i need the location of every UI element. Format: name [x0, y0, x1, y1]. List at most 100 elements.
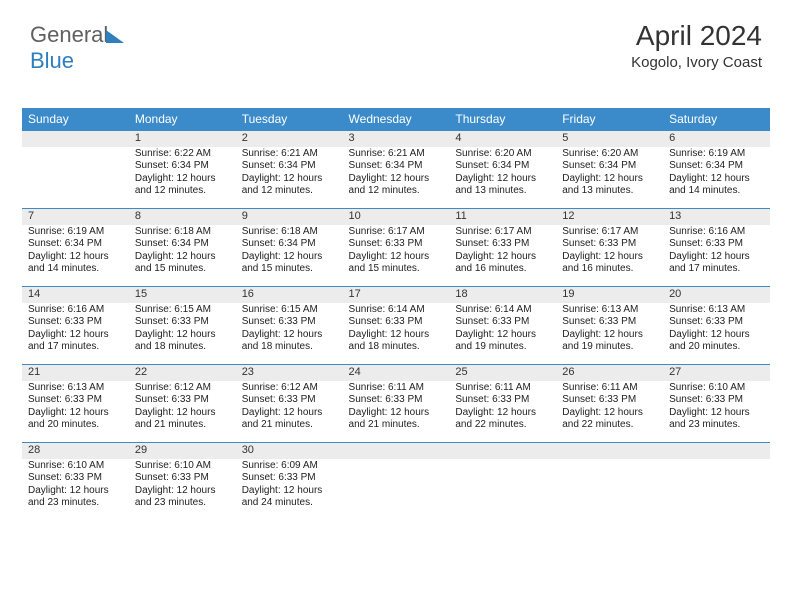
- sunrise-text: Sunrise: 6:11 AM: [349, 382, 444, 395]
- sunrise-text: Sunrise: 6:17 AM: [455, 226, 550, 239]
- daylight-text: Daylight: 12 hours: [242, 329, 337, 342]
- day-number: 6: [663, 131, 770, 147]
- day-number: 22: [129, 365, 236, 381]
- day-number: 29: [129, 443, 236, 459]
- calendar-cell: 17Sunrise: 6:14 AMSunset: 6:33 PMDayligh…: [343, 287, 450, 365]
- sunset-text: Sunset: 6:34 PM: [135, 160, 230, 173]
- daylight-text: and 24 minutes.: [242, 497, 337, 510]
- day-details: Sunrise: 6:10 AMSunset: 6:33 PMDaylight:…: [663, 381, 770, 434]
- sunrise-text: Sunrise: 6:14 AM: [455, 304, 550, 317]
- daylight-text: Daylight: 12 hours: [349, 173, 444, 186]
- day-number: 11: [449, 209, 556, 225]
- sunset-text: Sunset: 6:34 PM: [349, 160, 444, 173]
- calendar-week-row: 1Sunrise: 6:22 AMSunset: 6:34 PMDaylight…: [22, 131, 770, 209]
- calendar-cell: 5Sunrise: 6:20 AMSunset: 6:34 PMDaylight…: [556, 131, 663, 209]
- daylight-text: and 16 minutes.: [455, 263, 550, 276]
- daylight-text: and 18 minutes.: [135, 341, 230, 354]
- daylight-text: and 17 minutes.: [669, 263, 764, 276]
- daylight-text: Daylight: 12 hours: [135, 251, 230, 264]
- daylight-text: Daylight: 12 hours: [242, 407, 337, 420]
- page-title: April 2024: [631, 20, 762, 52]
- daylight-text: Daylight: 12 hours: [349, 251, 444, 264]
- daylight-text: and 20 minutes.: [28, 419, 123, 432]
- daylight-text: Daylight: 12 hours: [669, 173, 764, 186]
- day-number: 19: [556, 287, 663, 303]
- calendar-cell: 27Sunrise: 6:10 AMSunset: 6:33 PMDayligh…: [663, 365, 770, 443]
- day-number: 3: [343, 131, 450, 147]
- daylight-text: Daylight: 12 hours: [669, 251, 764, 264]
- day-number: 16: [236, 287, 343, 303]
- sunset-text: Sunset: 6:33 PM: [455, 394, 550, 407]
- empty-day: [449, 443, 556, 459]
- calendar-week-row: 7Sunrise: 6:19 AMSunset: 6:34 PMDaylight…: [22, 209, 770, 287]
- calendar-cell: 28Sunrise: 6:10 AMSunset: 6:33 PMDayligh…: [22, 443, 129, 521]
- sunrise-text: Sunrise: 6:14 AM: [349, 304, 444, 317]
- day-number: 15: [129, 287, 236, 303]
- sunset-text: Sunset: 6:33 PM: [28, 316, 123, 329]
- day-details: Sunrise: 6:14 AMSunset: 6:33 PMDaylight:…: [343, 303, 450, 356]
- sunset-text: Sunset: 6:34 PM: [135, 238, 230, 251]
- daylight-text: and 22 minutes.: [455, 419, 550, 432]
- daylight-text: Daylight: 12 hours: [455, 173, 550, 186]
- calendar-cell: [343, 443, 450, 521]
- day-details: Sunrise: 6:12 AMSunset: 6:33 PMDaylight:…: [129, 381, 236, 434]
- sunset-text: Sunset: 6:33 PM: [669, 394, 764, 407]
- sunset-text: Sunset: 6:33 PM: [28, 394, 123, 407]
- daylight-text: and 12 minutes.: [349, 185, 444, 198]
- day-details: Sunrise: 6:16 AMSunset: 6:33 PMDaylight:…: [22, 303, 129, 356]
- daylight-text: and 23 minutes.: [135, 497, 230, 510]
- daylight-text: and 18 minutes.: [242, 341, 337, 354]
- sunrise-text: Sunrise: 6:19 AM: [28, 226, 123, 239]
- calendar-cell: 1Sunrise: 6:22 AMSunset: 6:34 PMDaylight…: [129, 131, 236, 209]
- daylight-text: Daylight: 12 hours: [135, 173, 230, 186]
- sunrise-text: Sunrise: 6:16 AM: [669, 226, 764, 239]
- calendar-cell: 8Sunrise: 6:18 AMSunset: 6:34 PMDaylight…: [129, 209, 236, 287]
- sunset-text: Sunset: 6:34 PM: [28, 238, 123, 251]
- daylight-text: Daylight: 12 hours: [28, 329, 123, 342]
- calendar-week-row: 28Sunrise: 6:10 AMSunset: 6:33 PMDayligh…: [22, 443, 770, 521]
- daylight-text: and 14 minutes.: [28, 263, 123, 276]
- empty-day: [22, 131, 129, 147]
- sunset-text: Sunset: 6:33 PM: [349, 394, 444, 407]
- sunrise-text: Sunrise: 6:13 AM: [562, 304, 657, 317]
- day-number: 18: [449, 287, 556, 303]
- day-details: Sunrise: 6:10 AMSunset: 6:33 PMDaylight:…: [129, 459, 236, 512]
- logo-text-1: General: [30, 22, 108, 47]
- calendar-header-row: Sunday Monday Tuesday Wednesday Thursday…: [22, 108, 770, 131]
- daylight-text: and 23 minutes.: [669, 419, 764, 432]
- col-monday: Monday: [129, 108, 236, 131]
- sunset-text: Sunset: 6:33 PM: [135, 316, 230, 329]
- calendar-week-row: 21Sunrise: 6:13 AMSunset: 6:33 PMDayligh…: [22, 365, 770, 443]
- day-number: 8: [129, 209, 236, 225]
- sunrise-text: Sunrise: 6:17 AM: [349, 226, 444, 239]
- day-number: 21: [22, 365, 129, 381]
- daylight-text: Daylight: 12 hours: [135, 329, 230, 342]
- daylight-text: and 16 minutes.: [562, 263, 657, 276]
- calendar-cell: 29Sunrise: 6:10 AMSunset: 6:33 PMDayligh…: [129, 443, 236, 521]
- daylight-text: Daylight: 12 hours: [242, 485, 337, 498]
- sunrise-text: Sunrise: 6:11 AM: [562, 382, 657, 395]
- col-saturday: Saturday: [663, 108, 770, 131]
- sunrise-text: Sunrise: 6:10 AM: [28, 460, 123, 473]
- day-details: Sunrise: 6:15 AMSunset: 6:33 PMDaylight:…: [236, 303, 343, 356]
- day-details: Sunrise: 6:17 AMSunset: 6:33 PMDaylight:…: [449, 225, 556, 278]
- calendar-cell: 18Sunrise: 6:14 AMSunset: 6:33 PMDayligh…: [449, 287, 556, 365]
- daylight-text: and 13 minutes.: [455, 185, 550, 198]
- sunset-text: Sunset: 6:34 PM: [455, 160, 550, 173]
- day-number: 5: [556, 131, 663, 147]
- col-tuesday: Tuesday: [236, 108, 343, 131]
- logo-text-2: Blue: [30, 48, 74, 73]
- sunrise-text: Sunrise: 6:10 AM: [669, 382, 764, 395]
- sunset-text: Sunset: 6:33 PM: [135, 472, 230, 485]
- calendar-cell: 22Sunrise: 6:12 AMSunset: 6:33 PMDayligh…: [129, 365, 236, 443]
- daylight-text: Daylight: 12 hours: [669, 407, 764, 420]
- calendar-cell: 4Sunrise: 6:20 AMSunset: 6:34 PMDaylight…: [449, 131, 556, 209]
- day-details: Sunrise: 6:11 AMSunset: 6:33 PMDaylight:…: [343, 381, 450, 434]
- calendar-cell: 26Sunrise: 6:11 AMSunset: 6:33 PMDayligh…: [556, 365, 663, 443]
- calendar-cell: 6Sunrise: 6:19 AMSunset: 6:34 PMDaylight…: [663, 131, 770, 209]
- daylight-text: Daylight: 12 hours: [135, 407, 230, 420]
- day-number: 10: [343, 209, 450, 225]
- sunset-text: Sunset: 6:33 PM: [242, 472, 337, 485]
- sunrise-text: Sunrise: 6:20 AM: [455, 148, 550, 161]
- daylight-text: and 15 minutes.: [349, 263, 444, 276]
